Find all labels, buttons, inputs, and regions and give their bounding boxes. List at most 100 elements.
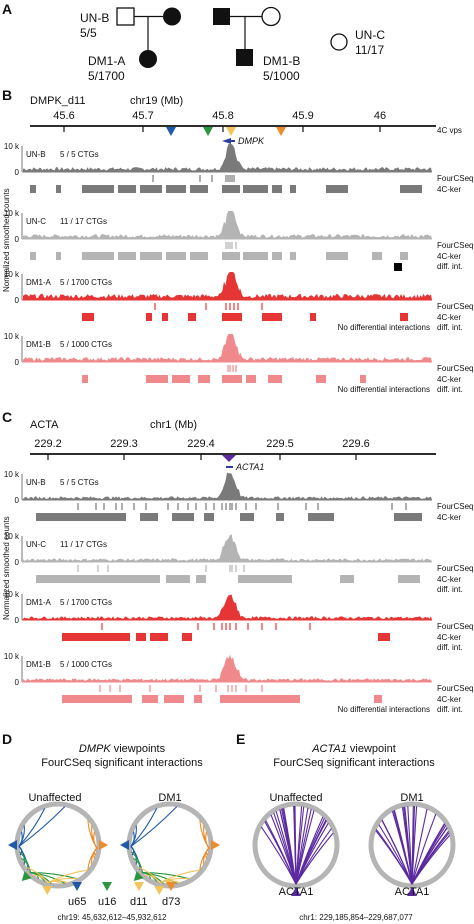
panel-label-a: A — [2, 1, 12, 17]
diff-int-row-label: diff. int. — [437, 705, 463, 714]
u65-interaction-arc — [130, 845, 135, 856]
fourc-ker-block — [150, 633, 168, 641]
fourc-ker-block — [400, 252, 408, 260]
fourc-ker-row-label: 4C-ker — [437, 375, 461, 384]
u16-marker — [133, 871, 144, 882]
panel-c: C ACTA chr1 (Mb) 229.2 229.3 229.4 229.5 229… — [2, 409, 473, 714]
axis-ticks-b: 45.6 45.7 45.8 45.9 46 — [53, 110, 386, 132]
panel-label-e: E — [236, 731, 245, 747]
track-yzero-label: 0 — [15, 358, 20, 367]
unc-name: UN-C — [355, 28, 385, 42]
fourcseq-row-label: FourCSeq — [437, 174, 473, 183]
axis-ticks-c: 229.2 229.3 229.4 229.5 229.6 — [34, 438, 370, 460]
dmpk-gene-label: DMPK — [238, 136, 265, 146]
d11-interaction-arc — [47, 880, 62, 885]
fourc-ker-row-label: 4C-ker — [437, 575, 461, 584]
panel-e-title-rest: viewpoint — [347, 743, 396, 755]
pedigree-male-dm1b — [236, 49, 253, 66]
fourc-ker-block — [118, 185, 136, 193]
track-ctg-label: 5 / 1700 CTGs — [60, 598, 112, 607]
fourc-ker-row-label: 4C-ker — [437, 313, 461, 322]
d11-interaction-arc — [137, 866, 161, 884]
fourc-ker-block — [243, 252, 268, 260]
axis-tick-label: 229.6 — [342, 438, 370, 450]
u16-interaction-arc — [30, 872, 78, 880]
panel-label-b: B — [2, 87, 12, 103]
track-signal-profile — [23, 654, 432, 682]
track-ytick-label: 10 k — [4, 590, 20, 599]
gene-marker-b: DMPK — [222, 136, 265, 146]
axis-tick-label: 229.4 — [187, 438, 215, 450]
ylabel-b: Normalized smoothed counts — [2, 188, 11, 292]
viewpoint-u65-marker — [166, 127, 176, 136]
fourcseq-row-label: FourCSeq — [437, 241, 473, 250]
d73-legend-label: d73 — [162, 896, 180, 908]
track-yzero-label: 0 — [15, 558, 20, 567]
u65-interaction-arc — [130, 825, 137, 847]
u65-legend-label: u65 — [68, 896, 86, 908]
fourc-ker-block — [238, 575, 292, 583]
vp-label: 4C vps — [437, 126, 462, 135]
tracks-b: 10 k 0 UN-B 5 / 5 CTGs FourCSeq 4C-ker 10 k 0 UN… — [4, 142, 474, 394]
fourc-ker-block — [56, 185, 61, 193]
track-sample-label: DM1-B — [26, 340, 51, 349]
acta1-interaction-arc — [411, 834, 451, 885]
u16-marker — [21, 871, 32, 882]
fourcseq-row-label: FourCSeq — [437, 502, 473, 511]
track-yzero-label: 0 — [15, 496, 20, 505]
track-sample-label: DM1-A — [26, 278, 52, 287]
fourc-ker-block — [30, 252, 36, 260]
track-yzero-label: 0 — [15, 235, 20, 244]
track-signal-profile — [23, 534, 432, 562]
panel-label-c: C — [2, 409, 12, 425]
fourc-ker-block — [136, 633, 146, 641]
dm1b-name: DM1-B — [263, 54, 300, 68]
u16-legend-label: u16 — [98, 896, 116, 908]
circos-ring — [126, 801, 214, 889]
fourc-ker-block — [340, 575, 354, 583]
acta1-interaction-arc — [403, 806, 413, 885]
fourc-ker-block — [360, 375, 366, 383]
track-signal-profile — [23, 334, 432, 362]
d73-marker — [211, 840, 220, 850]
panel-d-title: DMPK viewpoints — [79, 743, 166, 755]
panel-d-title-rest: viewpoints — [111, 743, 166, 755]
track-ytick-label: 10 k — [4, 142, 20, 151]
d73-interaction-arc — [93, 847, 98, 856]
fourc-ker-row-label: 4C-ker — [437, 185, 461, 194]
dm1a-ratio: 5/1700 — [88, 69, 125, 83]
circos-ring — [368, 801, 456, 889]
fourc-ker-block — [166, 575, 190, 583]
fourc-ker-row-label: 4C-ker — [437, 695, 461, 704]
fourc-ker-block — [82, 252, 114, 260]
fourc-ker-block — [394, 513, 422, 521]
d11-marker — [154, 886, 165, 895]
acta1-interaction-arc — [260, 826, 297, 885]
track-signal-profile — [23, 594, 432, 620]
fourc-ker-block — [36, 575, 140, 583]
u65-legend-marker — [72, 882, 82, 891]
u16-interaction-arc — [142, 872, 190, 880]
track-ytick-label: 10 k — [4, 209, 20, 218]
track-ytick-label: 10 k — [4, 652, 20, 661]
panel-e-right-label: DM1 — [400, 792, 423, 804]
tracks-c: 10 k 0 UN-B 5 / 5 CTGs FourCSeq 4C-ker 10 k 0 UN… — [4, 470, 474, 714]
fourc-ker-block — [140, 513, 158, 521]
fourc-ker-block — [62, 633, 130, 641]
acta1-interaction-arc — [411, 813, 437, 885]
fourc-ker-block — [172, 513, 194, 521]
panel-e-coords: chr1: 229,185,854–229,687,077 — [299, 913, 413, 922]
track-yzero-label: 0 — [15, 168, 20, 177]
diff-int-row-label: diff. int. — [437, 323, 463, 332]
fourc-ker-block — [82, 185, 114, 193]
fourc-ker-block — [190, 252, 208, 260]
acta1-interaction-arc — [393, 810, 413, 885]
d73-interaction-arc — [87, 819, 98, 849]
fourc-ker-block — [190, 185, 208, 193]
track-yzero-label: 0 — [15, 616, 20, 625]
fourc-ker-block — [140, 575, 160, 583]
fourc-ker-block — [142, 695, 158, 703]
track-ctg-label: 5 / 5 CTGs — [60, 150, 99, 159]
fourc-ker-block — [222, 375, 242, 383]
axis-title-c: chr1 (Mb) — [150, 419, 197, 431]
